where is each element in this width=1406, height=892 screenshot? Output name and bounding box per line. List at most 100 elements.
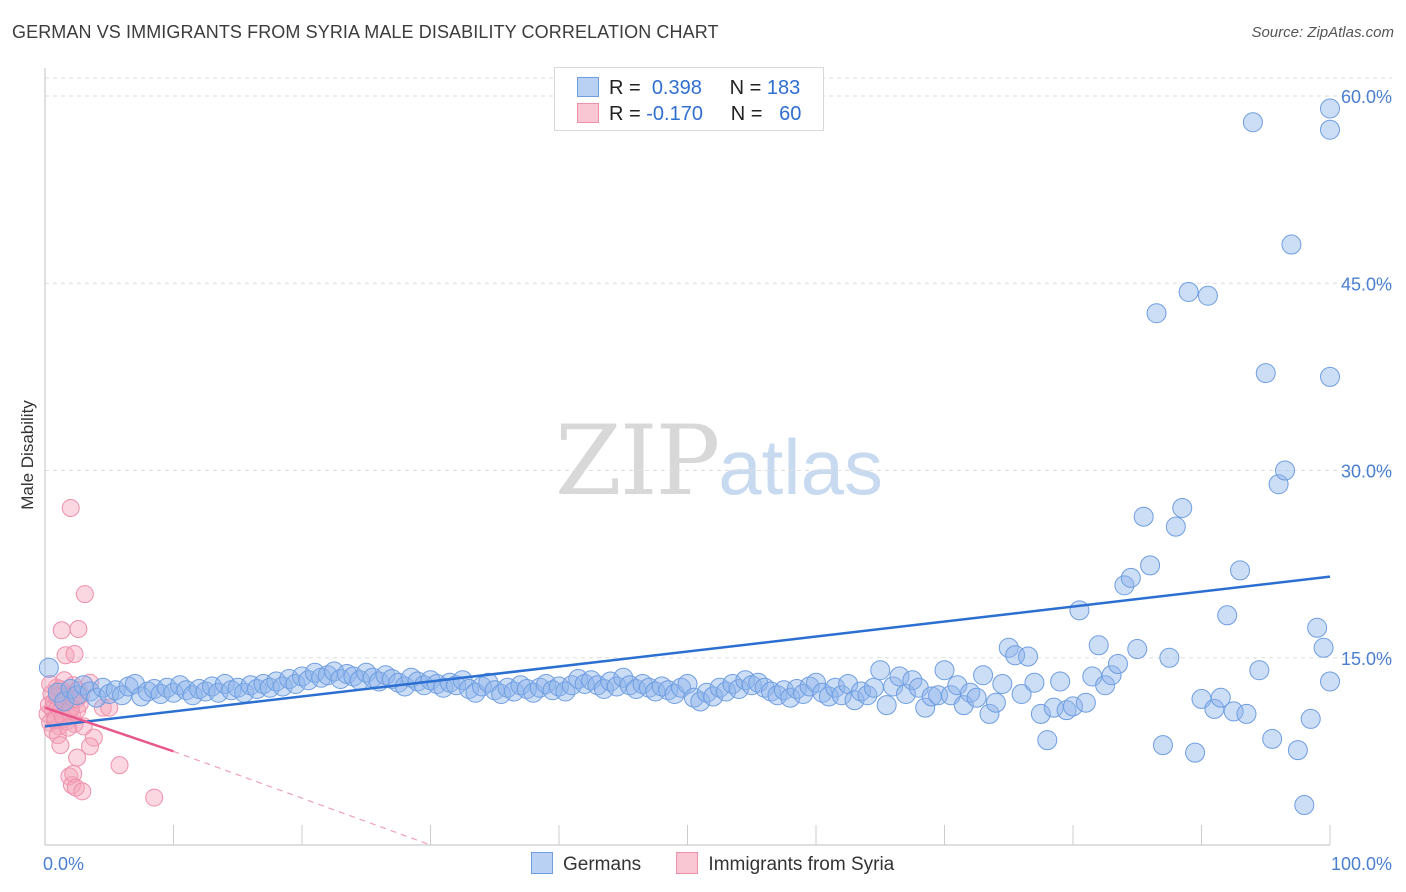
point-germans <box>1255 363 1276 384</box>
point-germans <box>1133 506 1154 527</box>
point-syria <box>56 646 75 665</box>
point-germans <box>1320 119 1340 140</box>
point-germans <box>953 695 974 716</box>
y-tick-label: 15.0% <box>1341 649 1392 669</box>
point-germans <box>1210 687 1231 708</box>
bottom-legend: Germans Immigrants from Syria <box>531 852 924 876</box>
point-germans <box>555 681 576 702</box>
point-germans <box>60 678 81 699</box>
point-germans <box>38 657 59 678</box>
point-germans <box>876 695 897 716</box>
point-germans <box>202 676 223 697</box>
point-germans <box>619 675 640 696</box>
syria-points <box>38 498 164 807</box>
germans-points <box>38 98 1340 816</box>
point-germans <box>574 673 595 694</box>
axes <box>44 68 1331 846</box>
point-germans <box>1185 742 1206 763</box>
point-germans <box>1107 653 1128 674</box>
point-germans <box>1088 635 1109 656</box>
point-germans <box>1300 708 1321 729</box>
point-germans <box>1249 660 1270 681</box>
point-germans <box>870 660 891 681</box>
point-germans <box>214 673 235 694</box>
legend-n-label: N = <box>729 77 762 99</box>
point-germans <box>471 676 492 697</box>
point-germans <box>812 682 833 703</box>
point-germans <box>1320 98 1340 119</box>
point-germans <box>934 660 955 681</box>
point-syria <box>65 645 84 664</box>
chart-title: GERMAN VS IMMIGRANTS FROM SYRIA MALE DIS… <box>12 22 719 42</box>
y-tick-label: 60.0% <box>1341 87 1392 107</box>
point-germans <box>92 677 113 698</box>
point-germans <box>1018 646 1039 667</box>
legend-r-value-syria: -0.170 <box>646 103 703 125</box>
point-germans <box>1230 560 1251 581</box>
point-syria <box>84 728 103 747</box>
bottom-legend-syria-label: Immigrants from Syria <box>708 854 895 875</box>
point-germans <box>253 673 274 694</box>
point-germans <box>99 683 120 704</box>
point-syria <box>55 671 74 690</box>
legend-r-label: R = <box>609 77 641 99</box>
point-syria <box>145 788 164 807</box>
legend-n-value-germans: 183 <box>766 77 801 99</box>
point-germans <box>1050 671 1071 692</box>
point-germans <box>240 675 261 696</box>
point-germans <box>992 673 1013 694</box>
point-germans <box>658 680 679 701</box>
point-germans <box>561 675 582 696</box>
legend-row-syria: R = -0.170 N = 60 <box>577 103 801 129</box>
point-germans <box>1140 555 1161 576</box>
point-germans <box>947 675 968 696</box>
point-germans <box>1204 698 1225 719</box>
x-tick-label: 0.0% <box>43 854 84 874</box>
point-germans <box>150 683 171 704</box>
point-germans <box>536 673 557 694</box>
point-germans <box>831 685 852 706</box>
point-germans <box>124 673 145 694</box>
tick-labels: 15.0% 30.0% 45.0% 60.0% 0.0% 100.0% <box>43 87 1392 874</box>
point-syria <box>61 498 80 517</box>
point-germans <box>79 681 100 702</box>
point-germans <box>67 685 88 706</box>
trend-line-syria-extension <box>173 750 431 846</box>
point-germans <box>1159 647 1180 668</box>
point-germans <box>1307 617 1328 638</box>
point-germans <box>966 687 987 708</box>
point-germans <box>806 672 826 693</box>
bottom-legend-swatch-syria <box>676 852 699 874</box>
point-germans <box>1320 671 1340 692</box>
point-germans <box>1146 303 1167 324</box>
point-germans <box>510 675 531 696</box>
watermark-atlas: atlas <box>718 423 883 511</box>
point-germans <box>889 666 910 687</box>
legend-n-label: N = <box>730 103 763 125</box>
point-germans <box>516 678 537 699</box>
legend-swatch-syria <box>577 103 599 123</box>
point-germans <box>73 675 94 696</box>
point-germans <box>1069 600 1090 621</box>
point-germans <box>1030 703 1051 724</box>
point-germans <box>1095 675 1116 696</box>
point-germans <box>1313 637 1334 658</box>
trend-line-syria <box>44 706 174 753</box>
bottom-legend-germans-label: Germans <box>563 854 642 875</box>
point-germans <box>1063 696 1083 717</box>
point-germans <box>985 692 1006 713</box>
point-germans <box>54 691 75 712</box>
point-germans <box>1294 795 1315 816</box>
point-syria <box>75 585 94 604</box>
legend-r-value-germans: 0.398 <box>651 77 702 99</box>
point-germans <box>1223 701 1244 722</box>
point-germans <box>1024 672 1045 693</box>
point-germans <box>1056 700 1077 721</box>
point-germans <box>754 677 775 698</box>
legend-n-value-syria: 60 <box>779 103 802 125</box>
watermark: ZIPatlas <box>555 405 883 517</box>
point-germans <box>1320 366 1340 387</box>
point-germans <box>799 676 820 697</box>
point-syria <box>51 736 70 755</box>
